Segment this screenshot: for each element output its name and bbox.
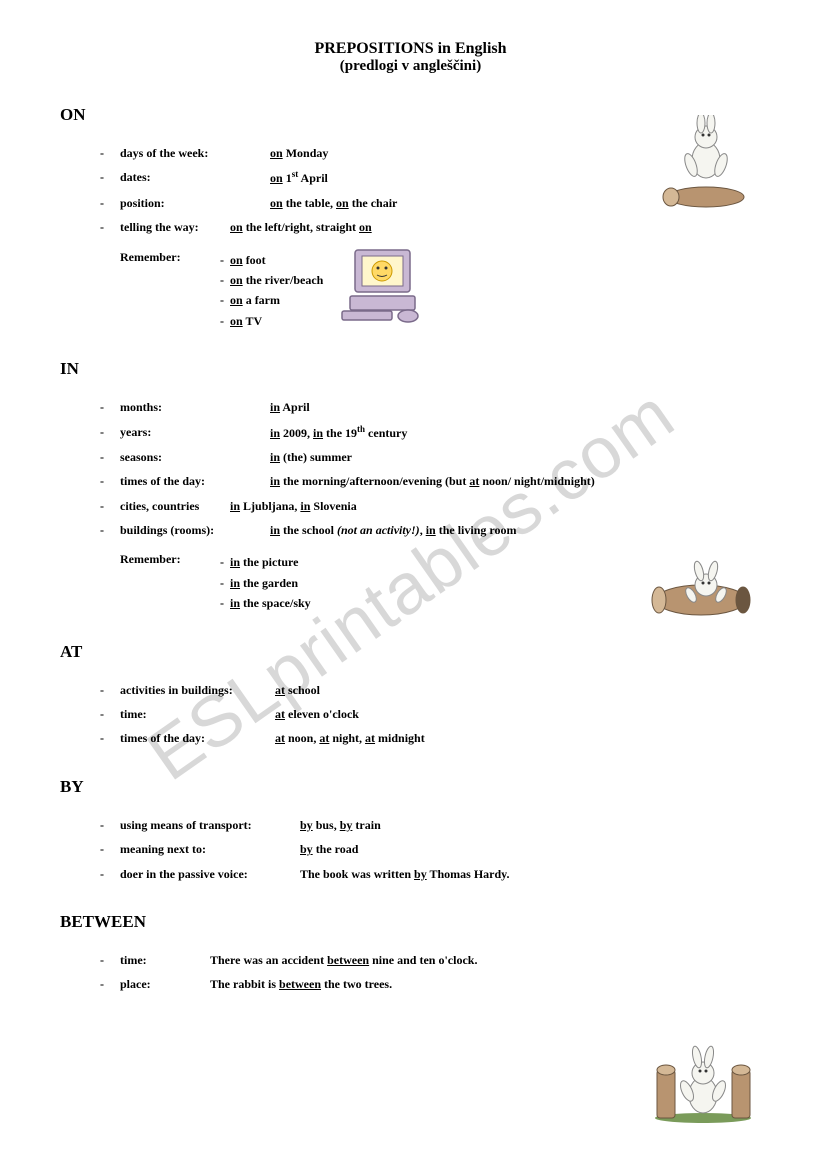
list-item: - using means of transport: by bus, by t… <box>100 815 761 835</box>
section-at: AT - activities in buildings: at school … <box>60 642 761 749</box>
section-by: BY - using means of transport: by bus, b… <box>60 777 761 884</box>
list-item: - days of the week: on Monday <box>100 143 761 163</box>
list-item: - activities in buildings: at school <box>100 680 761 700</box>
list-item: - telling the way: on the left/right, st… <box>100 217 761 237</box>
list-item: - buildings (rooms): in the school (not … <box>100 520 761 540</box>
section-in: IN - months: in April - years: in 2009, … <box>60 359 761 614</box>
list-item: - years: in 2009, in the 19th century <box>100 422 761 443</box>
title-sub: (predlogi v angleščini) <box>60 58 761 75</box>
list-item: - meaning next to: by the road <box>100 839 761 859</box>
between-items: - time: There was an accident between ni… <box>60 950 761 995</box>
by-items: - using means of transport: by bus, by t… <box>60 815 761 884</box>
title-block: PREPOSITIONS in English (predlogi v angl… <box>60 40 761 75</box>
heading-on: ON <box>60 105 761 125</box>
in-items: - months: in April - years: in 2009, in … <box>60 397 761 540</box>
list-item: - doer in the passive voice: The book wa… <box>100 864 761 884</box>
section-on: ON - days of the week: on Monday - dates… <box>60 105 761 331</box>
document-content: PREPOSITIONS in English (predlogi v angl… <box>60 40 761 995</box>
heading-by: BY <box>60 777 761 797</box>
list-item: - months: in April <box>100 397 761 417</box>
in-remember: Remember: - in the picture - in the gard… <box>60 552 761 613</box>
title-main: PREPOSITIONS in English <box>60 40 761 58</box>
list-item: - position: on the table, on the chair <box>100 193 761 213</box>
at-items: - activities in buildings: at school - t… <box>60 680 761 749</box>
on-items: - days of the week: on Monday - dates: o… <box>60 143 761 238</box>
list-item: - time: at eleven o'clock <box>100 704 761 724</box>
list-item: - place: The rabbit is between the two t… <box>100 974 761 994</box>
list-item: - seasons: in (the) summer <box>100 447 761 467</box>
list-item: - times of the day: in the morning/after… <box>100 471 761 491</box>
heading-at: AT <box>60 642 761 662</box>
heading-between: BETWEEN <box>60 912 761 932</box>
heading-in: IN <box>60 359 761 379</box>
rabbit-between-icon <box>651 1035 756 1128</box>
on-remember: Remember: - on foot - on the river/beach… <box>60 250 761 332</box>
section-between: BETWEEN - time: There was an accident be… <box>60 912 761 995</box>
list-item: - cities, countries in Ljubljana, in Slo… <box>100 496 761 516</box>
list-item: - time: There was an accident between ni… <box>100 950 761 970</box>
list-item: - times of the day: at noon, at night, a… <box>100 728 761 748</box>
list-item: - dates: on 1st April <box>100 167 761 188</box>
